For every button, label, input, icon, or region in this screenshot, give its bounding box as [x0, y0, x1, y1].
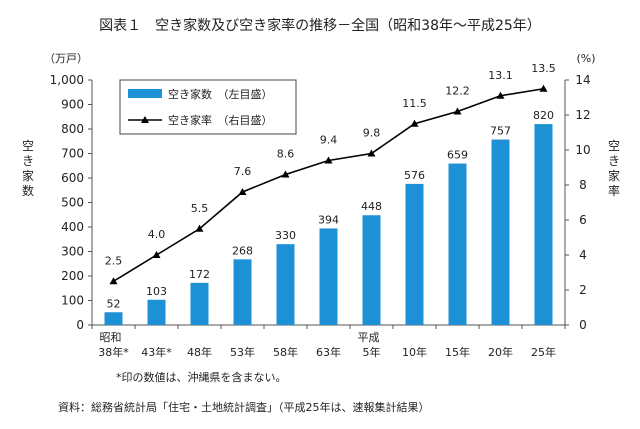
left-tick-label: 100	[61, 294, 84, 308]
plot-area: 0 100 200 300 400 500 600 700 800 900 1,000 0 2 4 6 8 10…	[50, 62, 591, 359]
right-tick-label: 0	[579, 318, 587, 332]
x-tick-label: 20年	[488, 345, 513, 359]
line-marker	[281, 170, 290, 178]
left-tick-label: 1,000	[50, 73, 84, 87]
x-era-label: 平成	[358, 331, 380, 344]
left-tick-label: 900	[61, 98, 84, 112]
bar-value-label: 448	[361, 200, 382, 213]
right-tick-label: 4	[579, 248, 587, 262]
bar-value-label: 103	[146, 285, 167, 298]
x-tick-label: 5年	[363, 345, 381, 359]
left-tick-label: 500	[61, 196, 84, 210]
bar-value-label: 52	[107, 297, 121, 310]
x-tick-label: 15年	[445, 345, 470, 359]
bar-akiya-count	[319, 228, 338, 325]
bar-value-label: 820	[533, 109, 554, 122]
line-marker	[367, 149, 376, 157]
line-value-label: 12.2	[445, 85, 470, 98]
line-marker	[539, 84, 548, 92]
line-value-label: 9.4	[320, 134, 338, 147]
line-value-label: 7.6	[234, 165, 252, 178]
line-value-label: 13.1	[488, 69, 513, 82]
bar-value-label: 330	[275, 229, 296, 242]
bar-akiya-count	[362, 215, 381, 325]
bar-value-label: 172	[189, 268, 210, 281]
x-tick-label: 58年	[273, 345, 298, 359]
x-tick-label: 53年	[230, 345, 255, 359]
right-tick-label: 2	[579, 283, 587, 297]
left-axis-label-char: 家	[22, 168, 34, 183]
x-tick-label: 43年*	[141, 345, 172, 359]
right-tick-label: 12	[575, 108, 590, 122]
bar-value-label: 757	[490, 125, 511, 138]
line-value-label: 9.8	[363, 127, 381, 140]
legend-swatch-bar	[128, 89, 162, 98]
x-tick-label: 63年	[316, 345, 341, 359]
bar-akiya-count	[190, 282, 209, 325]
bar-akiya-count	[405, 183, 424, 325]
right-axis-label-char: 率	[608, 183, 620, 198]
right-tick-label: 14	[575, 73, 590, 87]
right-unit-label: (%)	[576, 52, 595, 65]
line-marker	[496, 91, 505, 99]
left-axis-label-char: 数	[22, 183, 34, 198]
line-value-label: 11.5	[402, 97, 427, 110]
bar-akiya-count	[276, 244, 295, 325]
bar-value-label: 576	[404, 169, 425, 182]
line-value-label: 8.6	[277, 148, 295, 161]
line-value-label: 2.5	[105, 254, 123, 267]
left-tick-label: 800	[61, 122, 84, 136]
right-tick-label: 8	[579, 178, 587, 192]
bar-akiya-count	[104, 312, 123, 325]
right-axis-label-char: 家	[608, 168, 620, 183]
left-axis-label: 空き家数	[22, 139, 34, 198]
x-era-label: 昭和	[100, 331, 122, 344]
legend-label-line: 空き家率 （右目盛）	[168, 113, 273, 127]
bar-akiya-count	[491, 139, 510, 325]
line-value-label: 13.5	[531, 62, 556, 75]
bar-akiya-count	[534, 124, 553, 325]
line-marker	[109, 277, 118, 285]
bar-akiya-count	[147, 299, 166, 325]
line-marker	[410, 119, 419, 127]
left-axis-label-char: き	[22, 154, 34, 168]
source-note: 資料：総務省統計局「住宅・土地統計調査」（平成25年は、速報集計結果）	[58, 400, 430, 414]
left-tick-label: 700	[61, 147, 84, 161]
chart-title: 図表１ 空き家数及び空き家率の推移－全国（昭和38年～平成25年）	[99, 17, 541, 34]
footnote: *印の数値は、沖縄県を含まない。	[116, 370, 287, 384]
line-value-label: 5.5	[191, 202, 209, 215]
right-axis-label-char: き	[608, 154, 620, 168]
left-tick-label: 0	[76, 318, 84, 332]
legend-swatch-marker	[141, 116, 149, 123]
left-axis-label-char: 空	[22, 139, 34, 153]
x-tick-label: 10年	[402, 345, 427, 359]
legend: 空き家数 （左目盛） 空き家率 （右目盛）	[119, 79, 297, 135]
right-tick-label: 6	[579, 213, 587, 227]
line-marker	[152, 251, 161, 258]
line-marker	[324, 156, 333, 164]
bar-akiya-count	[448, 163, 467, 325]
line-marker	[238, 188, 247, 195]
left-unit-label: （万戸）	[44, 52, 88, 65]
left-tick-label: 300	[61, 245, 84, 259]
bar-akiya-count	[233, 259, 252, 325]
x-tick-label: 25年	[531, 345, 556, 359]
x-tick-label: 48年	[187, 345, 212, 359]
bar-value-label: 394	[318, 213, 339, 226]
line-marker	[453, 107, 462, 115]
left-tick-label: 200	[61, 269, 84, 283]
right-axis-label-char: 空	[608, 139, 620, 153]
line-value-label: 4.0	[148, 228, 166, 241]
right-axis-label: 空き家率	[608, 139, 620, 198]
right-tick-label: 10	[575, 143, 590, 157]
x-tick-label: 38年*	[98, 345, 129, 359]
bar-value-label: 268	[232, 244, 253, 257]
line-marker	[195, 224, 204, 232]
legend-label-bar: 空き家数 （左目盛）	[168, 87, 273, 101]
left-tick-label: 400	[61, 220, 84, 234]
left-tick-label: 600	[61, 171, 84, 185]
bar-value-label: 659	[447, 149, 468, 162]
